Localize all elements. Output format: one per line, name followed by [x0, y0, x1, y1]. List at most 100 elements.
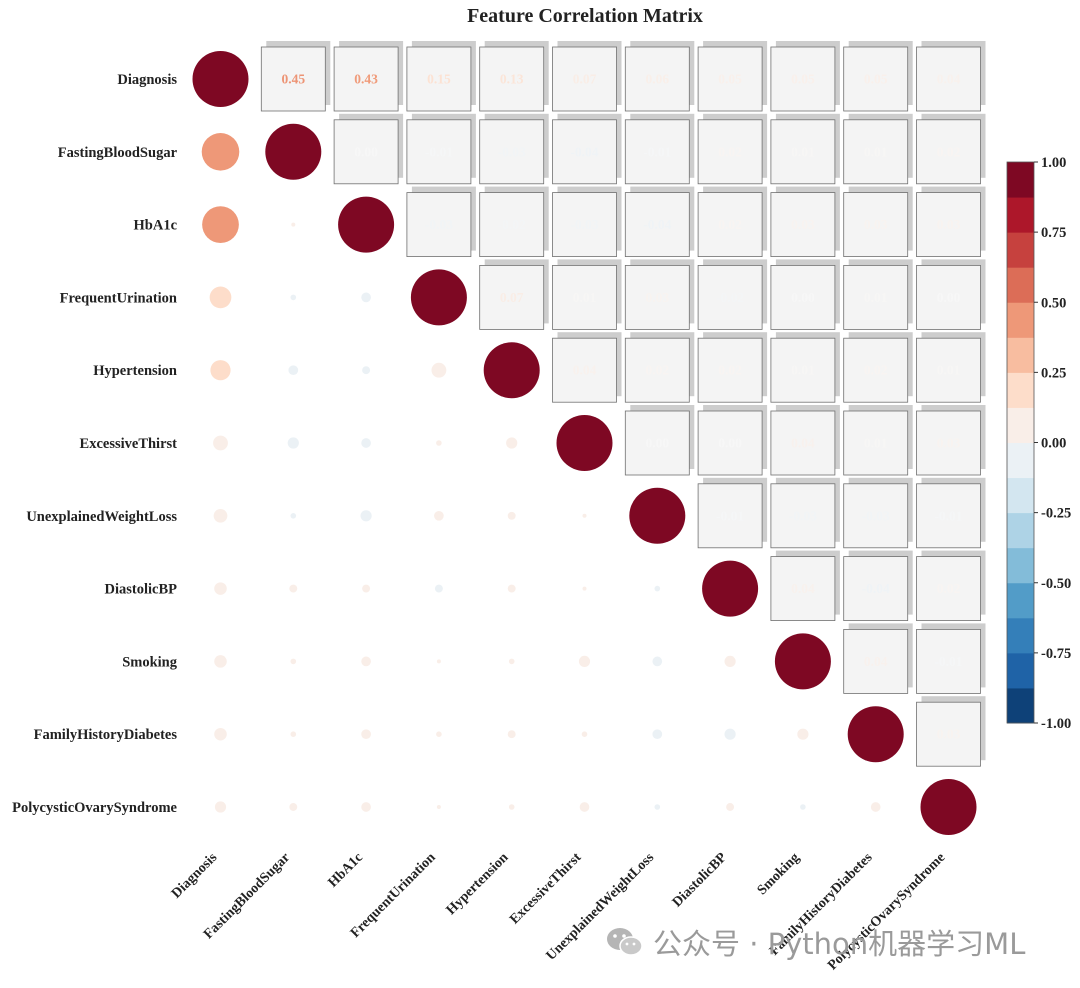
correlation-circle: [434, 510, 444, 521]
correlation-box: 0.02: [843, 332, 913, 403]
colorbar-tick-label: 1.00: [1041, 155, 1066, 171]
correlation-box: 0.05: [770, 41, 840, 112]
row-label: Smoking: [122, 654, 178, 670]
correlation-value: 0.02: [718, 363, 742, 378]
correlation-value: 0.04: [791, 436, 815, 451]
correlation-value: -0.03: [498, 144, 526, 159]
row-label: HbA1c: [134, 218, 178, 234]
diagonal-circle: [338, 196, 395, 253]
correlation-value: 0.04: [864, 654, 888, 669]
correlation-circle: [870, 802, 881, 812]
correlation-circle: [361, 438, 371, 448]
correlation-box: -0.04: [843, 550, 913, 621]
correlation-circle: [582, 586, 587, 591]
diagonal-circle: [702, 560, 759, 617]
correlation-circle: [507, 584, 516, 593]
correlation-value: -0.02: [716, 290, 744, 305]
correlation-circle: [289, 803, 298, 811]
correlation-circle: [436, 805, 441, 809]
correlation-value: 0.02: [718, 144, 742, 159]
correlation-circle: [290, 294, 297, 301]
correlation-value: 0.05: [791, 72, 815, 87]
correlation-circle: [213, 435, 228, 451]
colorbar-level: [1007, 162, 1034, 198]
correlation-circle: [654, 585, 661, 592]
correlation-value: 0.01: [573, 290, 597, 305]
correlation-box: 0.04: [916, 41, 986, 112]
correlation-circle: [724, 728, 736, 740]
row-label: Diagnosis: [117, 72, 177, 88]
correlation-box: 0.45: [260, 41, 331, 112]
correlation-value: -0.03: [789, 508, 817, 523]
correlation-box: 0.00: [770, 259, 840, 330]
correlation-value: -0.03: [862, 508, 890, 523]
correlation-value: 0.00: [354, 144, 378, 159]
correlation-value: 0.01: [864, 436, 888, 451]
column-label: Diagnosis: [169, 850, 221, 902]
colorbar-level: [1007, 267, 1034, 303]
row-label: Hypertension: [93, 363, 177, 379]
correlation-circle: [507, 511, 516, 520]
correlation-value: 0.05: [864, 72, 888, 87]
correlation-value: 0.00: [645, 436, 669, 451]
correlation-value: 0.02: [937, 144, 961, 159]
correlation-value: 0.03: [645, 290, 669, 305]
correlation-box: 0.01: [843, 113, 913, 185]
correlation-value: -0.04: [570, 144, 598, 159]
correlation-circle: [362, 366, 371, 375]
correlation-value: 0.07: [500, 290, 524, 305]
correlation-value: 0.02: [937, 581, 961, 596]
correlation-box: 0.03: [624, 259, 695, 330]
colorbar-level: [1007, 302, 1034, 338]
correlation-value: 0.45: [281, 72, 305, 87]
correlation-box: 0.00: [916, 259, 986, 330]
correlation-circle: [291, 222, 296, 227]
correlation-circle: [436, 731, 442, 737]
diagonal-circle: [265, 123, 322, 180]
correlation-value: 0.00: [718, 436, 742, 451]
correlation-value: 0.02: [864, 363, 888, 378]
correlation-box: -0.01: [406, 113, 476, 185]
correlation-value: -0.01: [643, 144, 671, 159]
column-label: Smoking: [755, 850, 803, 898]
correlation-box: 0.01: [843, 259, 913, 330]
colorbar-level: [1007, 197, 1034, 233]
correlation-box: 0.05: [843, 41, 913, 112]
row-label: FrequentUrination: [60, 290, 177, 306]
correlation-box: 0.06: [624, 41, 695, 112]
correlation-circle: [362, 584, 371, 593]
correlation-circle: [724, 655, 736, 668]
diagonal-circle: [483, 342, 540, 399]
correlation-value: -0.01: [716, 508, 744, 523]
correlation-box: 0.04: [843, 623, 913, 694]
correlation-box: 0.03: [843, 186, 913, 258]
correlation-box: -0.02: [479, 186, 549, 258]
correlation-value: -0.03: [425, 217, 453, 232]
correlation-circle: [436, 440, 442, 446]
correlation-circle: [213, 508, 228, 523]
colorbar-tick-label: -0.75: [1041, 646, 1071, 662]
colorbar-level: [1007, 617, 1034, 654]
correlation-value: 0.02: [718, 217, 742, 232]
correlation-box: -0.03: [406, 186, 476, 258]
correlation-value: -0.01: [425, 144, 453, 159]
correlation-box: 0.03: [916, 696, 986, 767]
diagonal-circle: [920, 779, 977, 835]
correlation-value: -0.02: [498, 217, 526, 232]
correlation-value: 0.03: [791, 217, 815, 232]
diagonal-circle: [192, 51, 249, 107]
correlation-value: 0.04: [937, 72, 961, 87]
colorbar-tick-label: -0.25: [1041, 506, 1071, 522]
correlation-value: 0.04: [791, 581, 815, 596]
correlation-box: 0.05: [697, 41, 768, 112]
correlation-box: -0.01: [916, 623, 986, 694]
correlation-value: -0.01: [934, 508, 962, 523]
correlation-value: -0.03: [570, 217, 598, 232]
colorbar-level: [1007, 442, 1034, 479]
correlation-circle: [214, 727, 227, 741]
correlation-box: -0.02: [697, 259, 768, 330]
correlation-box: -0.01: [916, 477, 986, 549]
correlation-value: 0.01: [937, 363, 961, 378]
correlation-circle: [214, 655, 227, 668]
matrix-cells: 0.45 0.43 0.15 0.13 0.07 0.06 0.05 0.05 0.05 0.04…: [192, 41, 986, 835]
